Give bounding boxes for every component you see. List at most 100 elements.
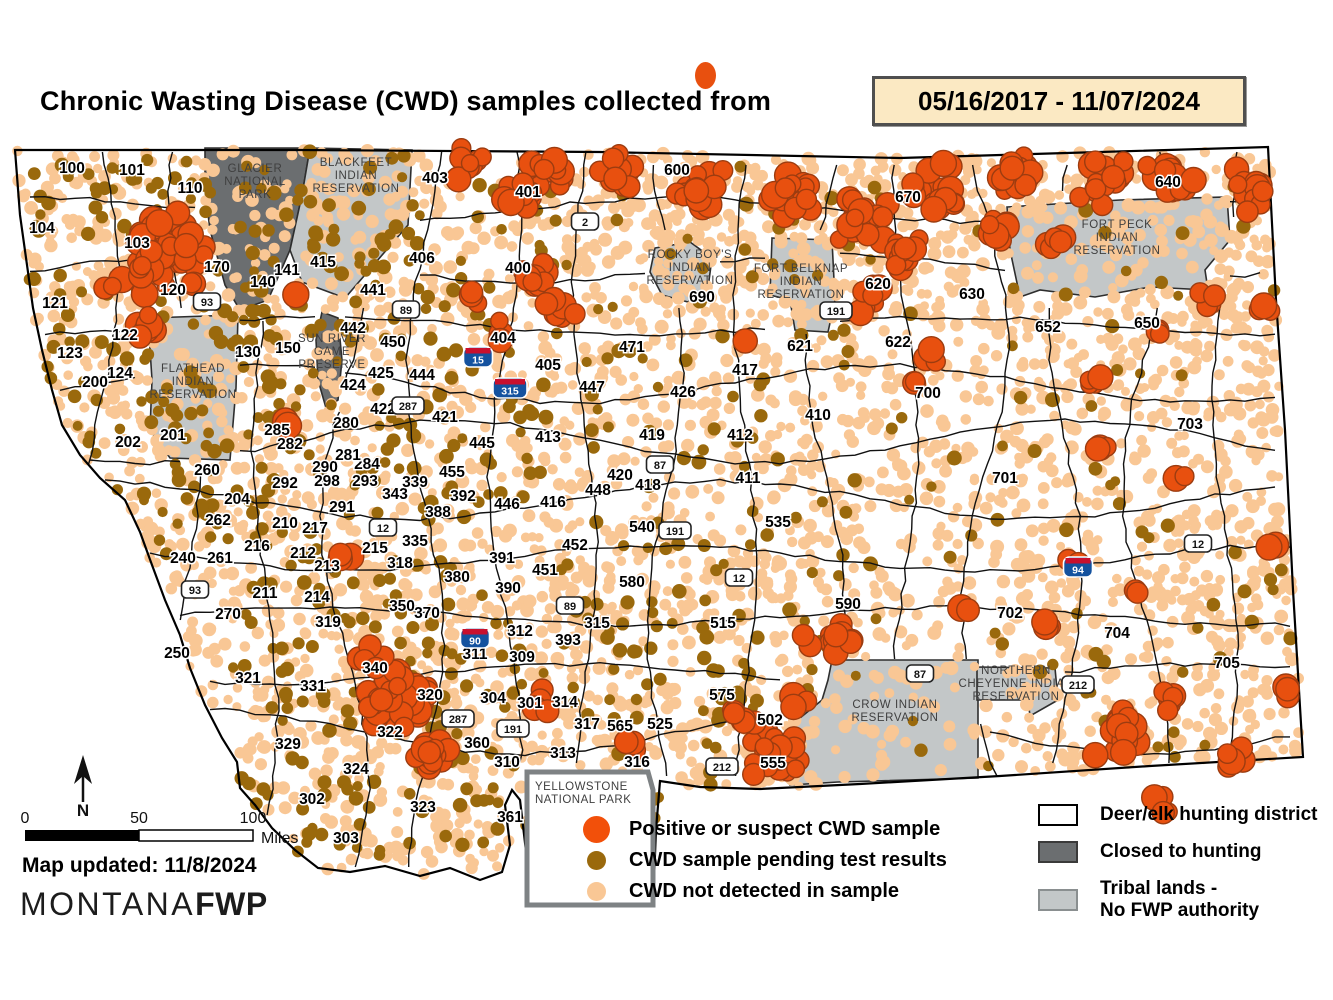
district-label-211: 211: [252, 585, 277, 602]
us-route-12-shield-icon: 12: [1183, 534, 1213, 553]
district-label-370: 370: [414, 605, 440, 622]
legend-label: Positive or suspect CWD sample: [629, 818, 941, 840]
district-label-250: 250: [164, 645, 190, 662]
district-label-422: 422: [370, 401, 396, 418]
district-label-418: 418: [635, 477, 661, 494]
district-label-303: 303: [333, 830, 359, 847]
legend-label: CWD not detected in sample: [629, 880, 900, 902]
pending-sample-dot-icon: [587, 851, 606, 870]
district-label-140: 140: [250, 274, 276, 291]
district-label-216: 216: [244, 538, 270, 555]
district-label-316: 316: [624, 754, 650, 771]
us-route-212-shield-icon: 212: [1061, 675, 1095, 694]
hunting-district-swatch-icon: [1038, 804, 1078, 826]
district-label-393: 393: [555, 632, 581, 649]
district-label-445: 445: [469, 435, 495, 452]
district-label-304: 304: [480, 690, 506, 707]
district-label-446: 446: [494, 496, 520, 513]
district-label-100: 100: [59, 160, 85, 177]
district-label-292: 292: [272, 475, 298, 492]
date-range-box: 05/16/2017 - 11/07/2024: [872, 76, 1246, 126]
crow-indian-reservation-label: CROW INDIAN RESERVATION: [851, 699, 938, 724]
district-label-201: 201: [160, 427, 186, 444]
district-label-340: 340: [362, 660, 388, 677]
district-label-141: 141: [274, 262, 300, 279]
district-label-448: 448: [585, 482, 611, 499]
district-label-281: 281: [335, 447, 361, 464]
us-route-2-shield-icon: 2: [570, 212, 600, 231]
district-label-122: 122: [112, 327, 138, 344]
district-label-101: 101: [119, 162, 145, 179]
district-label-452: 452: [562, 537, 588, 554]
positive-sample-dot-icon: [583, 816, 610, 843]
us-route-87-shield-icon: 87: [645, 455, 675, 474]
highway-shields-layer: 2 89 89 287 287 93 93 12 12 12 191 191 191 87 87 212 212…: [180, 212, 1213, 776]
us-route-12-shield-icon: 12: [368, 518, 398, 537]
us-route-191-shield-icon: 191: [658, 521, 692, 540]
district-label-650: 650: [1134, 315, 1160, 332]
fort-belknap-indian-reservation-label: FORT BELKNAP INDIAN RESERVATION: [754, 263, 848, 301]
district-label-261: 261: [207, 550, 233, 567]
district-label-420: 420: [607, 467, 633, 484]
stray-positive-dot: [695, 62, 716, 89]
us-route-212-shield-icon: 212: [705, 757, 739, 776]
district-label-210: 210: [272, 515, 298, 532]
district-label-291: 291: [329, 499, 355, 516]
district-label-391: 391: [489, 550, 515, 567]
district-label-705: 705: [1214, 655, 1240, 672]
state-border: [13, 145, 1305, 905]
fort-peck-indian-reservation-label: FORT PECK INDIAN RESERVATION: [1073, 219, 1160, 257]
district-label-701: 701: [992, 470, 1018, 487]
legend-row-district: Deer/elk hunting district: [1038, 804, 1317, 826]
district-label-315: 315: [584, 615, 610, 632]
district-label-565: 565: [607, 718, 633, 735]
district-label-392: 392: [450, 488, 476, 505]
us-route-191-shield-icon: 191: [819, 301, 853, 320]
district-label-343: 343: [382, 486, 408, 503]
district-label-120: 120: [160, 282, 186, 299]
district-label-388: 388: [425, 504, 451, 521]
district-label-204: 204: [224, 491, 250, 508]
district-label-555: 555: [760, 755, 786, 772]
blackfeet-indian-reservation-label: BLACKFEET INDIAN RESERVATION: [312, 157, 399, 195]
district-label-321: 321: [235, 670, 261, 687]
district-label-380: 380: [444, 569, 470, 586]
interstate-15-shield-icon: 15: [462, 346, 494, 368]
page-title: Chronic Wasting Disease (CWD) samples co…: [40, 86, 772, 116]
district-label-324: 324: [343, 761, 369, 778]
us-route-287-shield-icon: 287: [391, 396, 425, 415]
district-label-150: 150: [275, 340, 301, 357]
district-label-317: 317: [574, 716, 600, 733]
us-route-87-shield-icon: 87: [905, 664, 935, 683]
district-label-622: 622: [885, 334, 911, 351]
legend-row-pending: CWD sample pending test results: [583, 845, 947, 876]
district-label-390: 390: [495, 580, 521, 597]
north-arrow-icon: N: [74, 755, 92, 820]
us-route-89-shield-icon: 89: [391, 300, 421, 319]
legend-label: Tribal lands - No FWP authority: [1100, 878, 1260, 921]
interstate-94-shield-icon: 94: [1062, 556, 1094, 578]
not-detected-sample-dot-icon: [587, 882, 606, 901]
district-label-322: 322: [377, 724, 403, 741]
district-label-652: 652: [1035, 319, 1061, 336]
district-label-590: 590: [835, 596, 861, 613]
district-label-540: 540: [629, 519, 655, 536]
district-label-690: 690: [689, 289, 715, 306]
district-label-412: 412: [727, 427, 753, 444]
district-label-130: 130: [235, 344, 261, 361]
district-label-620: 620: [865, 276, 891, 293]
flathead-indian-reservation-label: FLATHEAD INDIAN RESERVATION: [149, 363, 236, 401]
district-label-401: 401: [515, 184, 541, 201]
district-label-426: 426: [670, 384, 696, 401]
district-label-280: 280: [333, 415, 359, 432]
us-route-287-shield-icon: 287: [441, 709, 475, 728]
district-label-702: 702: [997, 605, 1023, 622]
district-label-213: 213: [314, 558, 340, 575]
district-label-262: 262: [205, 512, 231, 529]
legend-row-positive: Positive or suspect CWD sample: [583, 814, 947, 845]
district-label-417: 417: [732, 362, 758, 379]
district-legend: Deer/elk hunting district Closed to hunt…: [1038, 804, 1317, 937]
district-label-413: 413: [535, 429, 561, 446]
district-label-421: 421: [432, 409, 458, 426]
